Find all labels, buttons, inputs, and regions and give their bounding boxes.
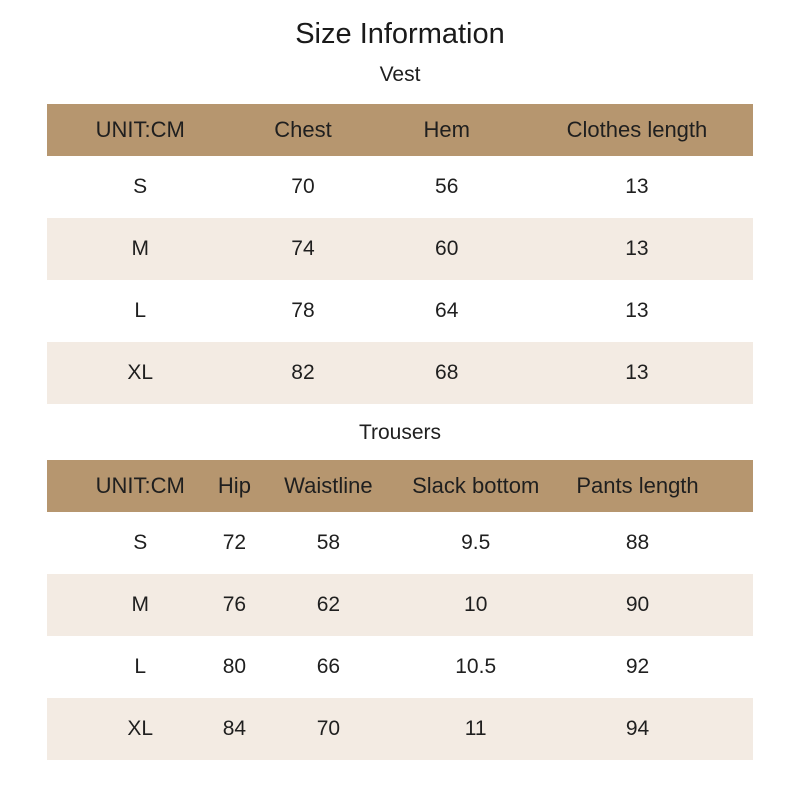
header-cell-hip: Hip	[217, 473, 251, 498]
value-cell: 60	[435, 237, 459, 260]
trousers-section-title: Trousers	[358, 421, 442, 444]
value-cell: 10	[464, 593, 488, 616]
value-cell: 13	[625, 299, 649, 322]
size-label-cell: L	[134, 299, 147, 322]
header-cell-chest: Chest	[274, 117, 332, 142]
size-information-page: Size Information Vest UNIT:CM Chest Hem …	[47, 0, 753, 760]
table-row-xl: XL 84 70 11 94	[47, 698, 753, 760]
vest-size-table: UNIT:CM Chest Hem Clothes length S 70 56…	[47, 104, 753, 404]
header-cell-hem: Hem	[423, 117, 470, 142]
value-cell: 10.5	[455, 655, 497, 678]
value-cell: 58	[316, 531, 341, 554]
header-cell-clothes-length: Clothes length	[566, 117, 708, 142]
size-label-cell: L	[134, 655, 147, 678]
value-cell: 70	[291, 175, 315, 198]
table-row-l: L 80 66 10.5 92	[47, 636, 753, 698]
table-row-xl: XL 82 68 13	[47, 342, 753, 404]
value-cell: 62	[316, 593, 341, 616]
value-cell: 70	[316, 717, 341, 740]
vest-header-row: UNIT:CM Chest Hem Clothes length	[47, 104, 753, 156]
value-cell: 84	[222, 717, 247, 740]
table-row-s: S 70 56 13	[47, 156, 753, 218]
size-label-cell: S	[133, 175, 148, 198]
size-label-cell: M	[131, 593, 149, 616]
vest-section: Vest UNIT:CM Chest Hem Clothes length S …	[47, 62, 753, 404]
header-cell-unit: UNIT:CM	[95, 473, 185, 498]
header-cell-pants-length: Pants length	[576, 473, 699, 498]
value-cell: 76	[222, 593, 247, 616]
value-cell: 13	[625, 237, 649, 260]
page-title: Size Information	[295, 18, 505, 50]
size-label-cell: XL	[127, 361, 154, 384]
value-cell: 56	[435, 175, 459, 198]
value-cell: 94	[625, 717, 650, 740]
table-row-m: M 76 62 10 90	[47, 574, 753, 636]
header-cell-waistline: Waistline	[284, 473, 373, 498]
table-row-m: M 74 60 13	[47, 218, 753, 280]
value-cell: 80	[222, 655, 247, 678]
value-cell: 82	[291, 361, 315, 384]
header-cell-slack-bottom: Slack bottom	[412, 473, 540, 498]
table-row-l: L 78 64 13	[47, 280, 753, 342]
value-cell: 78	[291, 299, 315, 322]
value-cell: 88	[625, 531, 650, 554]
value-cell: 72	[222, 531, 247, 554]
value-cell: 13	[625, 175, 649, 198]
value-cell: 74	[291, 237, 315, 260]
value-cell: 92	[625, 655, 650, 678]
value-cell: 11	[464, 717, 487, 740]
value-cell: 64	[435, 299, 459, 322]
value-cell: 68	[435, 361, 459, 384]
value-cell: 66	[316, 655, 341, 678]
trousers-size-table: UNIT:CM Hip Waistline Slack bottom Pants…	[47, 460, 753, 760]
table-row-s: S 72 58 9.5 88	[47, 512, 753, 574]
size-label-cell: XL	[127, 717, 154, 740]
value-cell: 90	[625, 593, 650, 616]
value-cell: 9.5	[461, 531, 491, 554]
header-cell-unit: UNIT:CM	[95, 117, 185, 142]
trousers-section: Trousers UNIT:CM Hip Waistline Slack bot…	[47, 420, 753, 760]
value-cell: 13	[625, 361, 649, 384]
trousers-header-row: UNIT:CM Hip Waistline Slack bottom Pants…	[47, 460, 753, 512]
size-label-cell: S	[133, 531, 148, 554]
size-label-cell: M	[131, 237, 149, 260]
vest-section-title: Vest	[379, 63, 421, 86]
